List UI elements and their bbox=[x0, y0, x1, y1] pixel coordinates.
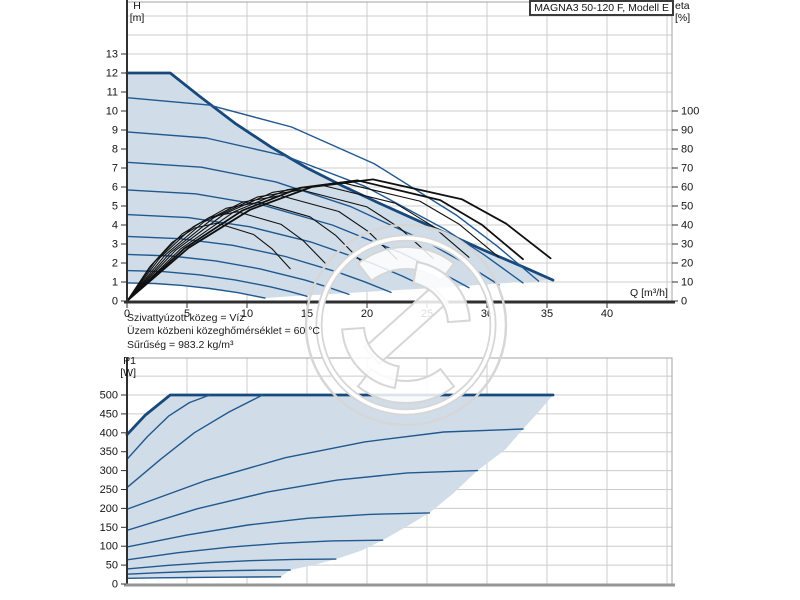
h-tick-label: 2 bbox=[112, 258, 118, 270]
eta-axis-label: eta [%] bbox=[675, 0, 691, 24]
h-tick-label: 1 bbox=[112, 277, 118, 289]
h-axis-unit: [m] bbox=[129, 11, 145, 24]
p1-tick-label: 350 bbox=[100, 446, 118, 458]
q-tick-label: 10 bbox=[241, 308, 253, 320]
p1-tick-label: 200 bbox=[100, 503, 118, 515]
h-tick-label: 0 bbox=[112, 296, 118, 308]
eta-tick-label: 100 bbox=[681, 106, 699, 118]
power-curve bbox=[126, 394, 264, 489]
q-tick-label: 35 bbox=[541, 308, 553, 320]
h-tick-label: 6 bbox=[112, 182, 118, 194]
h-tick-label: 5 bbox=[112, 201, 118, 213]
q-tick-label: 20 bbox=[361, 308, 373, 320]
power-curve bbox=[126, 512, 431, 548]
h-tick-label: 13 bbox=[106, 49, 118, 61]
pump-curve bbox=[126, 213, 434, 292]
eta-tick-label: 0 bbox=[681, 296, 687, 308]
eta-tick-label: 20 bbox=[681, 258, 693, 270]
power-range-fill bbox=[127, 395, 553, 579]
pump-model-title: MAGNA3 50-120 F, Modell E bbox=[529, 0, 674, 16]
p1-axis-unit: [W] bbox=[120, 366, 136, 379]
p1-tick-label: 150 bbox=[100, 522, 118, 534]
efficiency-curve bbox=[126, 178, 552, 302]
power-curve bbox=[126, 576, 282, 579]
info-line-temperature: Üzem közbeni közeghőmérséklet = 60 °C bbox=[127, 325, 320, 338]
pump-curve bbox=[126, 282, 266, 299]
power-curve bbox=[126, 428, 524, 510]
p1-tick-label: 100 bbox=[100, 541, 118, 553]
h-tick-label: 3 bbox=[112, 239, 118, 251]
p1-tick-label: 50 bbox=[106, 560, 118, 572]
eta-axis-symbol: eta bbox=[675, 0, 690, 12]
p1-tick-label: 450 bbox=[100, 408, 118, 420]
q-tick-label: 5 bbox=[184, 308, 190, 320]
h-axis-symbol: H bbox=[133, 0, 141, 12]
pump-curve bbox=[126, 269, 308, 297]
charts-layer: 0123456789101112130510152025303540010203… bbox=[100, 0, 699, 591]
h-tick-label: 7 bbox=[112, 163, 118, 175]
operating-conditions: Szivattyúzott közeg = Víz Üzem közbeni k… bbox=[127, 312, 320, 352]
power-curve bbox=[126, 539, 384, 561]
eta-tick-label: 30 bbox=[681, 239, 693, 251]
q-tick-label: 0 bbox=[124, 308, 130, 320]
watermark-logo-icon bbox=[304, 223, 508, 427]
p1-tick-label: 0 bbox=[112, 579, 118, 591]
power-curve bbox=[125, 393, 555, 437]
power-curve bbox=[126, 558, 337, 570]
h-axis-label: H [m] bbox=[127, 0, 147, 24]
eta-tick-label: 90 bbox=[681, 125, 693, 137]
h-tick-label: 8 bbox=[112, 144, 118, 156]
eta-axis-unit: [%] bbox=[675, 11, 691, 24]
eta-tick-label: 50 bbox=[681, 201, 693, 213]
eta-tick-label: 10 bbox=[681, 277, 693, 289]
q-tick-label: 40 bbox=[601, 308, 613, 320]
p1-axis-symbol: P1 bbox=[123, 355, 136, 367]
power-curve bbox=[126, 394, 211, 460]
p1-tick-label: 500 bbox=[100, 390, 118, 402]
h-tick-label: 10 bbox=[106, 106, 118, 118]
q-axis-label: Q [m³/h] bbox=[630, 287, 668, 299]
p1-axis-label: P1 [W] bbox=[110, 355, 136, 379]
h-tick-label: 11 bbox=[107, 87, 118, 99]
h-tick-label: 4 bbox=[112, 220, 118, 232]
efficiency-curve bbox=[126, 195, 398, 302]
eta-tick-label: 70 bbox=[681, 163, 693, 175]
pump-curve bbox=[126, 131, 524, 284]
p1-tick-label: 300 bbox=[100, 465, 118, 477]
pump-curve bbox=[126, 96, 540, 282]
power-curve bbox=[126, 469, 479, 531]
p1-tick-label: 250 bbox=[100, 484, 118, 496]
p1-tick-label: 400 bbox=[100, 427, 118, 439]
power-curve bbox=[126, 569, 291, 575]
h-tick-label: 9 bbox=[112, 125, 118, 137]
eta-tick-label: 40 bbox=[681, 220, 693, 232]
eta-tick-label: 60 bbox=[681, 182, 693, 194]
info-line-medium: Szivattyúzott közeg = Víz bbox=[127, 312, 245, 324]
pump-curve bbox=[125, 71, 555, 282]
h-tick-label: 12 bbox=[106, 68, 118, 80]
eta-tick-label: 80 bbox=[681, 144, 693, 156]
info-line-density: Sűrűség = 983.2 kg/m³ bbox=[127, 338, 234, 351]
